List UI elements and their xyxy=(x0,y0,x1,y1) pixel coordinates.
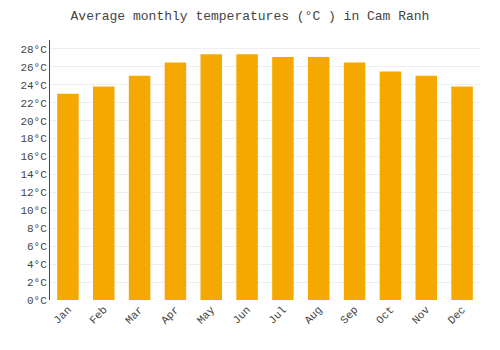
svg-text:8°C: 8°C xyxy=(27,223,47,235)
svg-text:Nov: Nov xyxy=(410,304,433,327)
svg-text:Oct: Oct xyxy=(374,304,396,326)
svg-text:12°C: 12°C xyxy=(20,187,47,199)
svg-text:Feb: Feb xyxy=(87,304,109,326)
svg-text:Jul: Jul xyxy=(266,304,288,326)
svg-text:24°C: 24°C xyxy=(20,80,47,92)
svg-text:22°C: 22°C xyxy=(20,98,47,110)
svg-text:Mar: Mar xyxy=(123,304,145,326)
svg-text:Average monthly temperatures (: Average monthly temperatures (°C ) in Ca… xyxy=(71,9,430,24)
svg-text:Jan: Jan xyxy=(51,304,73,326)
svg-text:6°C: 6°C xyxy=(27,241,47,253)
svg-text:May: May xyxy=(195,304,218,327)
svg-text:4°C: 4°C xyxy=(27,259,47,271)
svg-text:20°C: 20°C xyxy=(20,116,47,128)
svg-text:18°C: 18°C xyxy=(20,133,47,145)
svg-text:26°C: 26°C xyxy=(20,62,47,74)
svg-text:Sep: Sep xyxy=(338,304,360,326)
svg-text:0°C: 0°C xyxy=(27,295,47,307)
svg-text:16°C: 16°C xyxy=(20,151,47,163)
svg-text:Aug: Aug xyxy=(302,304,324,326)
svg-text:2°C: 2°C xyxy=(27,277,47,289)
svg-text:10°C: 10°C xyxy=(20,205,47,217)
svg-text:Jun: Jun xyxy=(231,304,253,326)
svg-text:Dec: Dec xyxy=(446,304,468,326)
svg-text:14°C: 14°C xyxy=(20,169,47,181)
svg-text:Apr: Apr xyxy=(159,304,181,326)
svg-text:28°C: 28°C xyxy=(20,44,47,56)
